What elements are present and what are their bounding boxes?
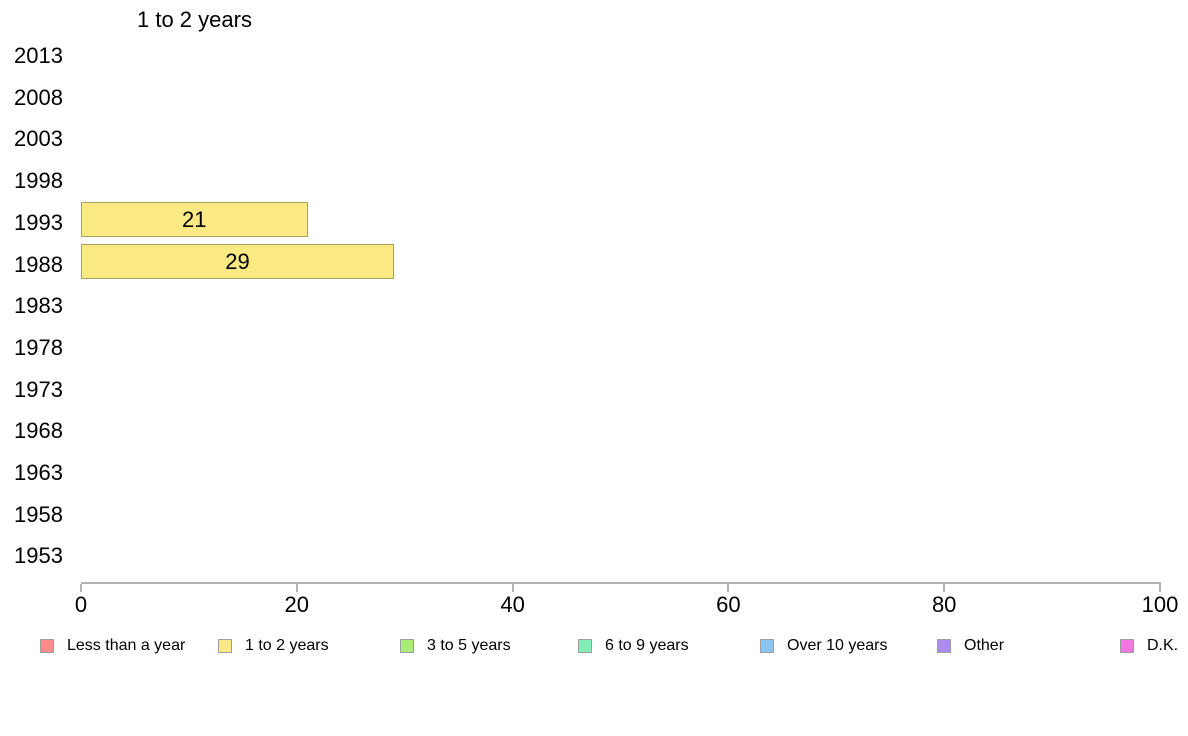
legend-swatch-icon (937, 639, 951, 653)
legend-label: 1 to 2 years (245, 637, 329, 654)
y-axis-label: 1973 (14, 376, 63, 402)
y-axis-label: 1953 (14, 543, 63, 569)
legend-label: 3 to 5 years (427, 637, 511, 654)
x-tick-label: 80 (931, 592, 957, 617)
legend-label: Other (964, 637, 1005, 654)
legend-swatch-icon (218, 639, 232, 653)
legend-swatch-icon (400, 639, 414, 653)
bar-value-label: 21 (182, 206, 207, 232)
y-axis-label: 1993 (14, 209, 63, 235)
chart-title: 1 to 2 years (137, 7, 252, 32)
x-tick-label: 100 (1141, 592, 1179, 617)
y-axis-label: 2008 (14, 84, 63, 110)
legend-item: Other (937, 636, 1004, 656)
legend-swatch-icon (578, 639, 592, 653)
x-axis-line (81, 582, 1161, 584)
x-tick-mark (80, 584, 82, 592)
y-axis-label: 1988 (14, 251, 63, 277)
legend-label: Over 10 years (787, 637, 888, 654)
x-tick-mark (727, 584, 730, 592)
x-tick-mark (1159, 584, 1161, 592)
x-tick-mark (511, 584, 514, 592)
legend: Less than a year 1 to 2 years 3 to 5 years… (0, 636, 1188, 656)
y-axis-label: 1998 (14, 168, 63, 194)
bar-value-label: 29 (225, 248, 250, 274)
legend-label: 6 to 9 years (605, 637, 689, 654)
bar-1993: 21 (81, 202, 308, 238)
legend-item: 1 to 2 years (218, 636, 329, 656)
legend-swatch-icon (40, 639, 54, 653)
bar-1988: 29 (81, 244, 394, 279)
legend-item: 3 to 5 years (400, 636, 511, 656)
legend-item: D.K. (1120, 636, 1178, 656)
legend-label: Less than a year (67, 637, 186, 654)
legend-item: 6 to 9 years (578, 636, 689, 656)
x-tick-mark (295, 584, 298, 592)
y-axis-label: 1963 (14, 460, 63, 485)
y-axis-label: 1983 (14, 293, 63, 319)
y-axis-label: 2003 (14, 126, 63, 152)
y-axis-label: 1968 (14, 418, 63, 444)
legend-item: Less than a year (40, 636, 185, 656)
y-axis-label: 1958 (14, 501, 63, 527)
x-tick-label: 60 (716, 592, 741, 617)
y-axis-label: 2013 (14, 43, 63, 68)
x-tick-mark (943, 584, 946, 592)
legend-label: D.K. (1147, 637, 1179, 654)
x-tick-label: 0 (74, 592, 88, 617)
legend-item: Over 10 years (760, 636, 887, 656)
y-axis-label: 1978 (14, 334, 63, 360)
x-tick-label: 20 (284, 592, 310, 617)
legend-swatch-icon (1120, 639, 1134, 653)
legend-swatch-icon (760, 639, 774, 653)
x-tick-label: 40 (500, 592, 525, 617)
